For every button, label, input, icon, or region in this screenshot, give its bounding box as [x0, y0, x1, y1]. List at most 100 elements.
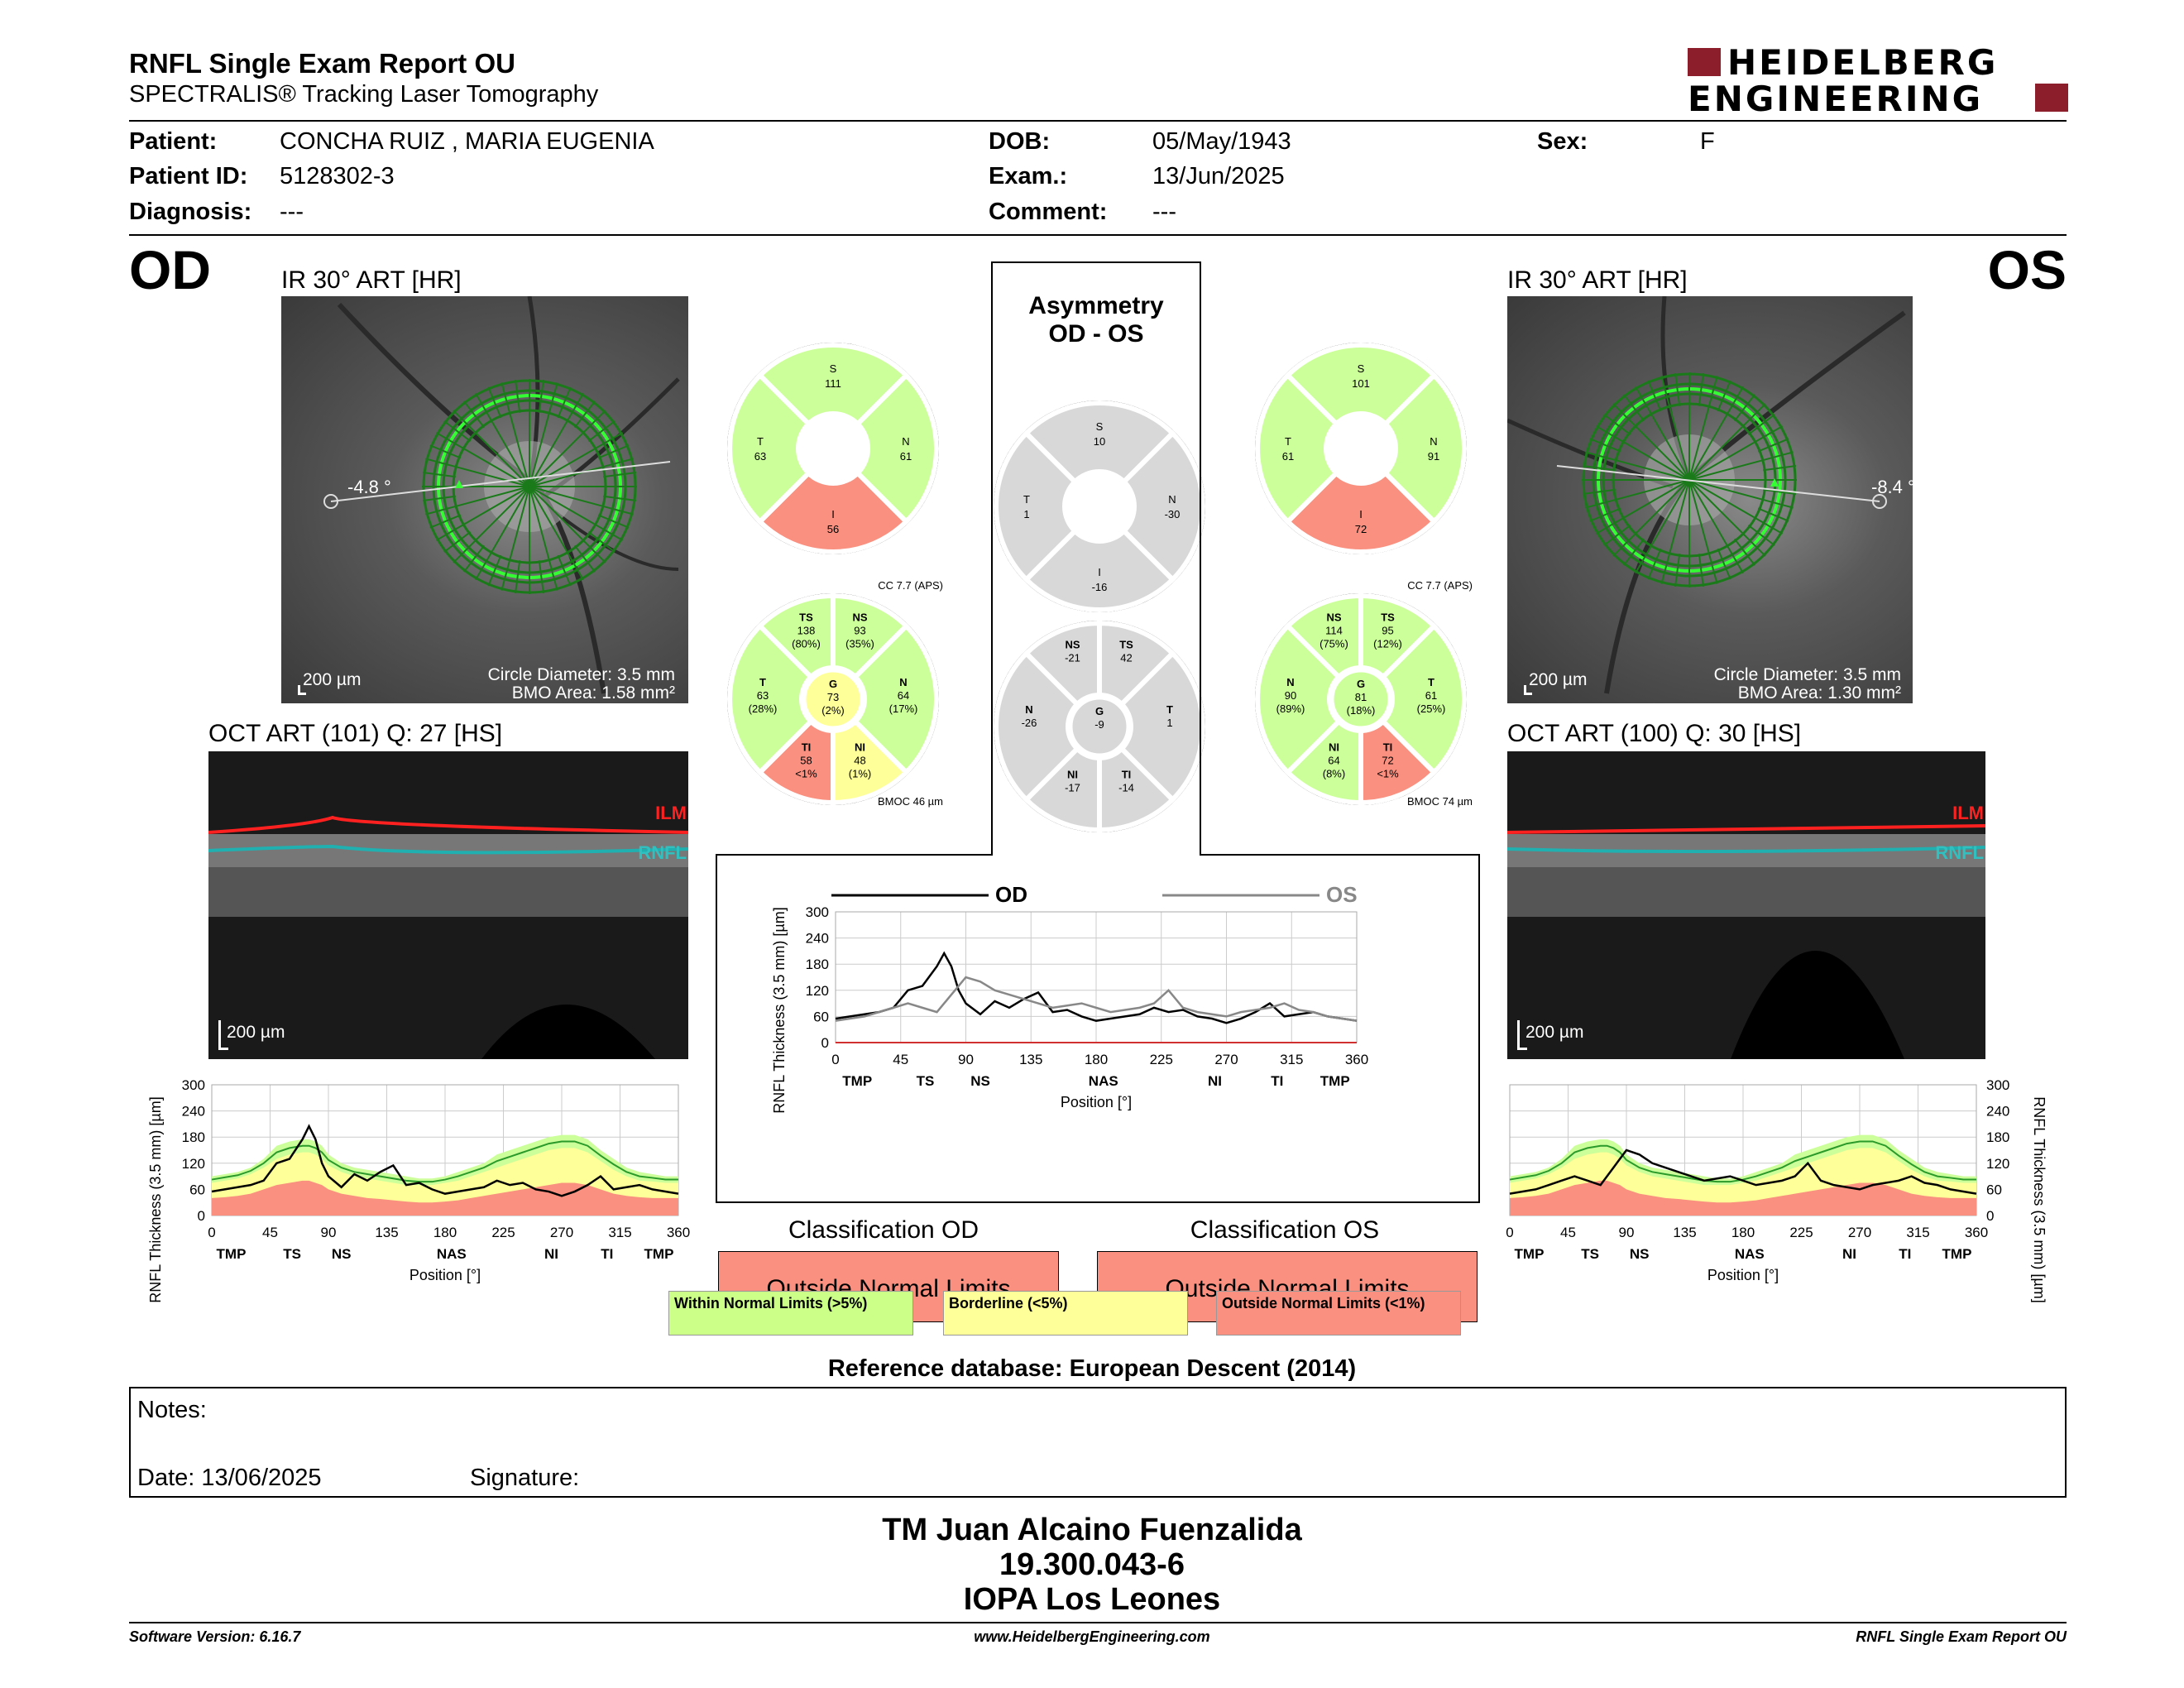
sector-NI [1284, 717, 1363, 806]
od-oct-scale: 200 µm [227, 1023, 285, 1042]
x-tick-label: 225 [491, 1225, 515, 1240]
os-scale: 200 µm [1529, 670, 1588, 689]
logo-line1: HEIDELBERG [1727, 42, 1999, 83]
sector-pct: (17%) [889, 703, 918, 715]
od-bmoc-label: BMOC 46 µm [878, 795, 943, 808]
asymmetry-subtitle: OD - OS [1048, 320, 1144, 348]
sector-value: 63 [757, 689, 769, 702]
sector-label: I [1098, 566, 1101, 578]
grid-spoke [587, 530, 615, 553]
sector-label: TI [1122, 769, 1132, 781]
grid-spoke [1616, 459, 1690, 481]
y-tick-label: 60 [813, 1009, 829, 1024]
grid-spoke [557, 386, 572, 419]
grid-spoke [464, 448, 530, 487]
sector-value: 10 [1094, 435, 1105, 448]
footer-url[interactable]: www.HeidelbergEngineering.com [974, 1628, 1210, 1645]
grid-spoke [1688, 479, 1755, 518]
x-tick-label: 225 [1789, 1225, 1813, 1240]
sector-label: N [902, 435, 909, 448]
sector-axis-label: TI [1271, 1073, 1283, 1089]
comment-label: Comment: [989, 199, 1108, 225]
sector-value: 48 [854, 755, 865, 767]
asymmetry-frame [716, 261, 1480, 1203]
legend-green: Within Normal Limits (>5%) [668, 1291, 913, 1336]
os-ir-title: IR 30° ART [HR] [1507, 266, 1688, 294]
grid-spoke [548, 382, 558, 415]
sector-N [1255, 622, 1343, 776]
x-tick-label: 315 [1280, 1052, 1303, 1067]
sector-value: -9 [1094, 718, 1104, 731]
grid-spoke [1760, 451, 1794, 462]
sector-label: NI [855, 741, 865, 754]
sector-value: 64 [898, 689, 909, 702]
grid-spoke [1688, 407, 1710, 481]
exam-label: Exam.: [989, 163, 1068, 189]
sector-value: 61 [900, 450, 912, 463]
grid-spoke [573, 544, 596, 573]
normal-mean-line [1509, 1140, 1976, 1183]
x-tick-label: 360 [1965, 1225, 1988, 1240]
sector-pct: (75%) [1320, 637, 1348, 650]
grid-spoke [1624, 442, 1690, 481]
sector-pct: (25%) [1417, 703, 1446, 715]
legend-green-text: Within Normal Limits (>5%) [674, 1295, 868, 1312]
sector-axis-label: NS [1630, 1246, 1650, 1262]
os-angle: -8.4 ° [1871, 477, 1913, 497]
sector-TI [1097, 745, 1176, 833]
sector-axis-label: TI [1899, 1246, 1911, 1262]
normal-mean-line [211, 1140, 678, 1183]
sector-value: 42 [1120, 651, 1132, 664]
sector-T [727, 372, 812, 525]
grid-spoke [1747, 524, 1775, 546]
sector-axis-label: TS [283, 1246, 301, 1262]
grid-spoke [581, 410, 606, 435]
grid-spoke [1647, 380, 1662, 412]
sector-axis-label: NI [1842, 1246, 1856, 1262]
sector-label: G [829, 678, 837, 690]
sector-value: 61 [1282, 450, 1294, 463]
grid-spoke [509, 486, 530, 559]
sector-TS [756, 592, 836, 681]
sector-value: -21 [1065, 651, 1080, 664]
sector-TI [1358, 717, 1438, 806]
sector-T [727, 622, 815, 776]
grid-spoke [1707, 551, 1718, 584]
sector-value: -26 [1022, 717, 1037, 729]
sector-T [1255, 372, 1340, 525]
grid-spoke [557, 554, 572, 587]
sector-diagrams: S111N61I56T63S10N-30I-16T1S101N91I72T61T… [727, 343, 1473, 833]
grid-spoke [1669, 407, 1690, 481]
x-tick-label: 225 [1150, 1052, 1173, 1067]
grid-spoke [1688, 442, 1755, 481]
os-oct-scale: 200 µm [1525, 1023, 1584, 1042]
sector-value: 72 [1382, 755, 1393, 767]
sector-pct: <1% [795, 768, 817, 780]
grid-spoke [1603, 414, 1631, 436]
sector-I [1284, 469, 1438, 554]
grid-spoke [1595, 516, 1626, 535]
grid-spoke [453, 538, 478, 563]
sector-TI [756, 717, 836, 806]
grid-spoke [457, 486, 530, 507]
grid-spoke [566, 392, 584, 423]
grid-spoke [1763, 488, 1797, 495]
x-tick-label: 180 [1085, 1052, 1108, 1067]
grid-spoke [1582, 465, 1616, 472]
grid-spoke [1760, 498, 1794, 509]
notes-box[interactable]: Notes: Date: 13/06/2025 Signature: [129, 1387, 2067, 1498]
grid-spoke [1647, 548, 1662, 580]
sector-label: TS [1381, 611, 1395, 623]
sector-NI [831, 717, 910, 806]
sector-value: 101 [1352, 377, 1370, 390]
grid-spoke [1688, 426, 1743, 481]
x-tick-label: 90 [958, 1052, 974, 1067]
grid-spoke [1636, 479, 1690, 534]
x-tick-label: 0 [831, 1052, 839, 1067]
grid-spoke [1733, 538, 1755, 566]
sector-label: G [1095, 705, 1104, 717]
sector-label: NS [1065, 638, 1080, 650]
sector-label: TS [1119, 638, 1133, 650]
sector-label: G [1357, 678, 1365, 690]
sector-N [1382, 372, 1467, 525]
